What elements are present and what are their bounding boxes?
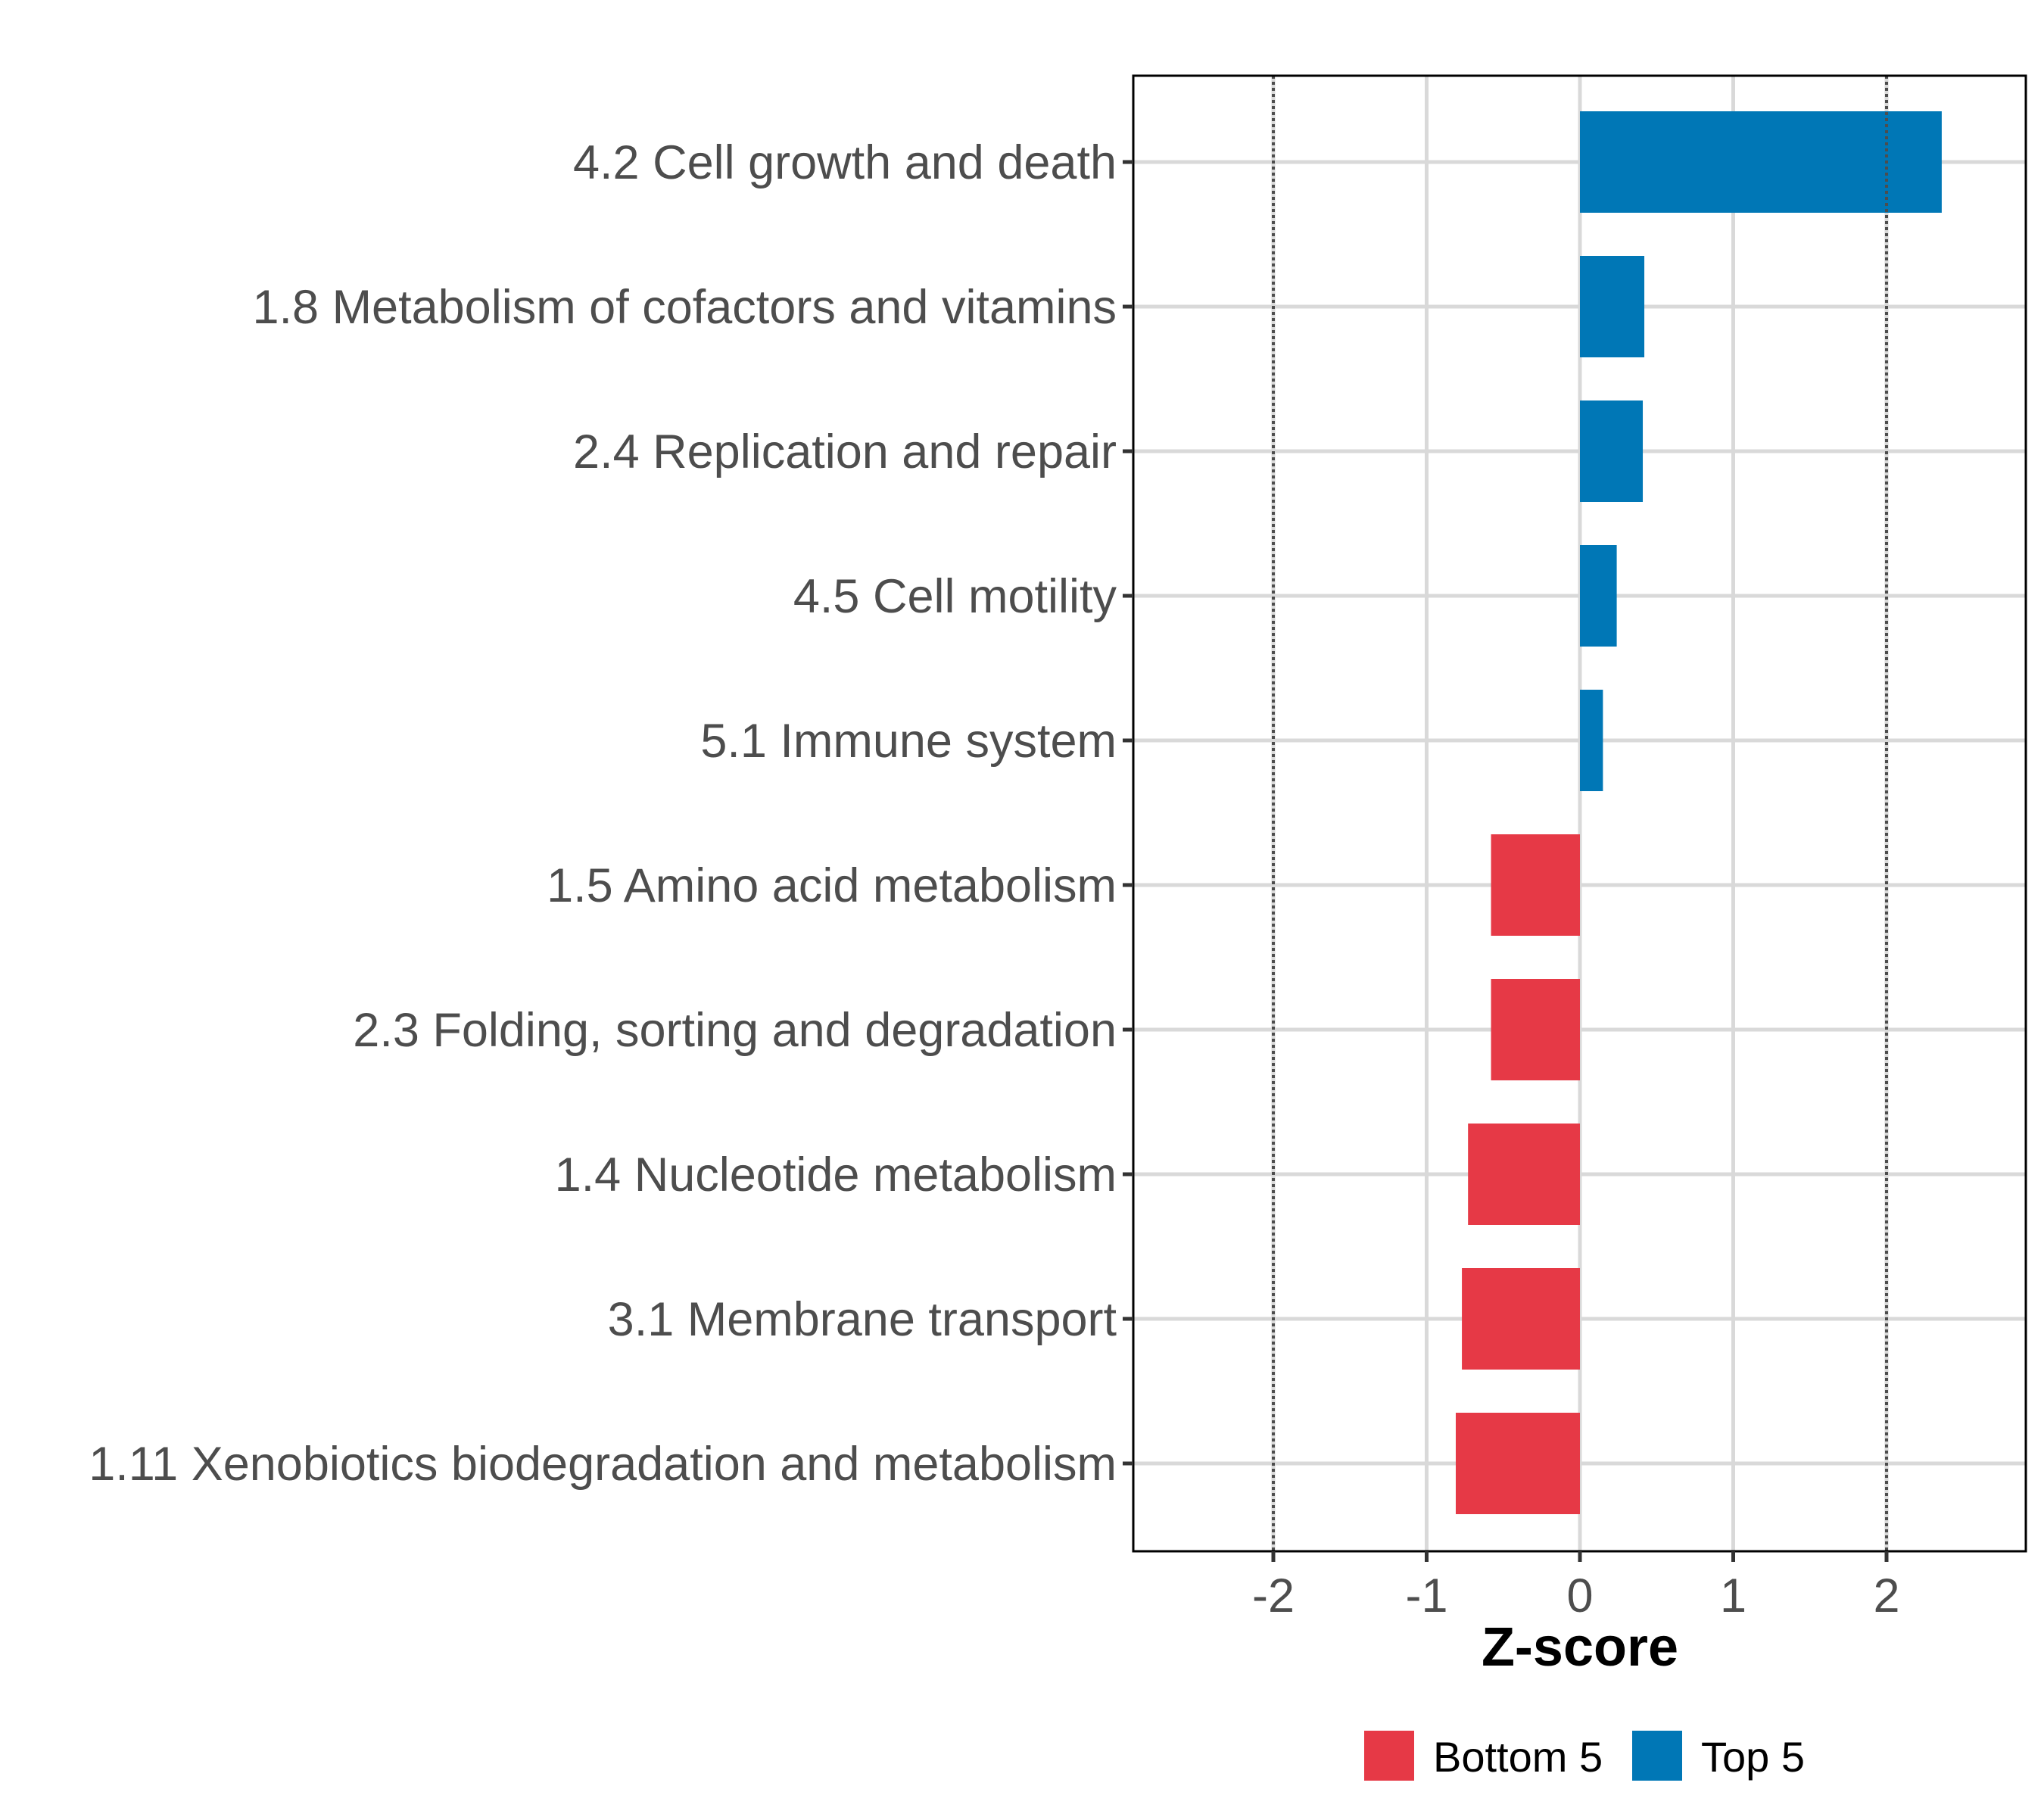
legend-label-top-5: Top 5 xyxy=(1701,1733,1805,1781)
y-axis: 4.2 Cell growth and death 1.8 Metabolism … xyxy=(89,136,1133,1491)
y-tick-label: 1.5 Amino acid metabolism xyxy=(547,859,1117,912)
legend-swatch-bottom-5 xyxy=(1364,1731,1414,1781)
bar xyxy=(1468,1124,1580,1225)
x-tick-label: 0 xyxy=(1566,1569,1593,1622)
x-axis: -2 -1 0 1 2 xyxy=(1252,1551,1900,1622)
bar xyxy=(1580,690,1603,791)
y-tick-label: 2.3 Folding, sorting and degradation xyxy=(353,1004,1117,1057)
bar xyxy=(1580,256,1645,357)
x-axis-title: Z-score xyxy=(1482,1617,1678,1678)
bar xyxy=(1491,979,1580,1080)
bar xyxy=(1455,1413,1580,1514)
bar xyxy=(1462,1268,1580,1370)
legend: Bottom 5 Top 5 xyxy=(1364,1731,1805,1781)
y-tick-label: 4.5 Cell motility xyxy=(793,570,1117,623)
y-tick-label: 2.4 Replication and repair xyxy=(573,425,1117,478)
y-tick-label: 1.8 Metabolism of cofactors and vitamins xyxy=(252,281,1117,334)
y-tick-label: 5.1 Immune system xyxy=(700,715,1117,768)
reference-lines xyxy=(1272,76,1888,1551)
bar xyxy=(1580,111,1942,213)
y-tick-label: 4.2 Cell growth and death xyxy=(573,136,1117,189)
legend-label-bottom-5: Bottom 5 xyxy=(1433,1733,1603,1781)
bar xyxy=(1580,545,1617,647)
legend-swatch-top-5 xyxy=(1632,1731,1682,1781)
y-tick-label: 1.11 Xenobiotics biodegradation and meta… xyxy=(89,1438,1117,1491)
x-tick-label: -2 xyxy=(1252,1569,1295,1622)
y-tick-label: 3.1 Membrane transport xyxy=(608,1293,1117,1346)
bars xyxy=(1455,111,1942,1514)
bar xyxy=(1491,834,1580,936)
x-tick-label: -1 xyxy=(1405,1569,1447,1622)
x-tick-label: 2 xyxy=(1873,1569,1899,1622)
y-tick-label: 1.4 Nucleotide metabolism xyxy=(555,1148,1117,1201)
x-tick-label: 1 xyxy=(1720,1569,1746,1622)
bar xyxy=(1580,400,1644,502)
